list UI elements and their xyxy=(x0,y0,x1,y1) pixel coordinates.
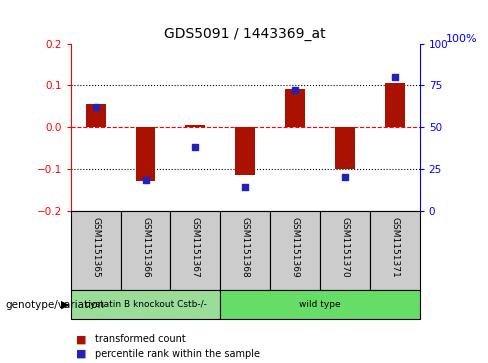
Point xyxy=(291,87,299,93)
Bar xyxy=(185,125,205,127)
Text: GSM1151367: GSM1151367 xyxy=(191,217,200,278)
Bar xyxy=(71,211,121,290)
Y-axis label: 100%: 100% xyxy=(446,33,477,44)
Text: genotype/variation: genotype/variation xyxy=(5,300,104,310)
Point xyxy=(92,104,100,110)
Bar xyxy=(220,290,420,319)
Point xyxy=(341,174,349,180)
Bar xyxy=(71,290,220,319)
Text: wild type: wild type xyxy=(299,301,341,309)
Text: ■: ■ xyxy=(76,334,86,344)
Point xyxy=(142,178,149,183)
Point xyxy=(242,184,249,190)
Text: ▶: ▶ xyxy=(61,300,69,310)
Text: GSM1151368: GSM1151368 xyxy=(241,217,250,278)
Text: GSM1151370: GSM1151370 xyxy=(341,217,349,278)
Bar xyxy=(170,211,220,290)
Point xyxy=(191,144,199,150)
Bar xyxy=(385,83,405,127)
Bar xyxy=(136,127,156,182)
Title: GDS5091 / 1443369_at: GDS5091 / 1443369_at xyxy=(164,27,326,41)
Bar xyxy=(121,211,170,290)
Text: transformed count: transformed count xyxy=(95,334,186,344)
Point xyxy=(391,74,399,80)
Text: GSM1151369: GSM1151369 xyxy=(290,217,300,278)
Text: GSM1151371: GSM1151371 xyxy=(390,217,399,278)
Text: GSM1151366: GSM1151366 xyxy=(141,217,150,278)
Bar xyxy=(320,211,370,290)
Text: GSM1151365: GSM1151365 xyxy=(91,217,100,278)
Bar xyxy=(285,90,305,127)
Bar xyxy=(270,211,320,290)
Text: ■: ■ xyxy=(76,349,86,359)
Bar xyxy=(335,127,355,169)
Text: cystatin B knockout Cstb-/-: cystatin B knockout Cstb-/- xyxy=(84,301,206,309)
Bar xyxy=(235,127,255,175)
Bar xyxy=(86,104,105,127)
Bar xyxy=(370,211,420,290)
Bar xyxy=(220,211,270,290)
Text: percentile rank within the sample: percentile rank within the sample xyxy=(95,349,260,359)
